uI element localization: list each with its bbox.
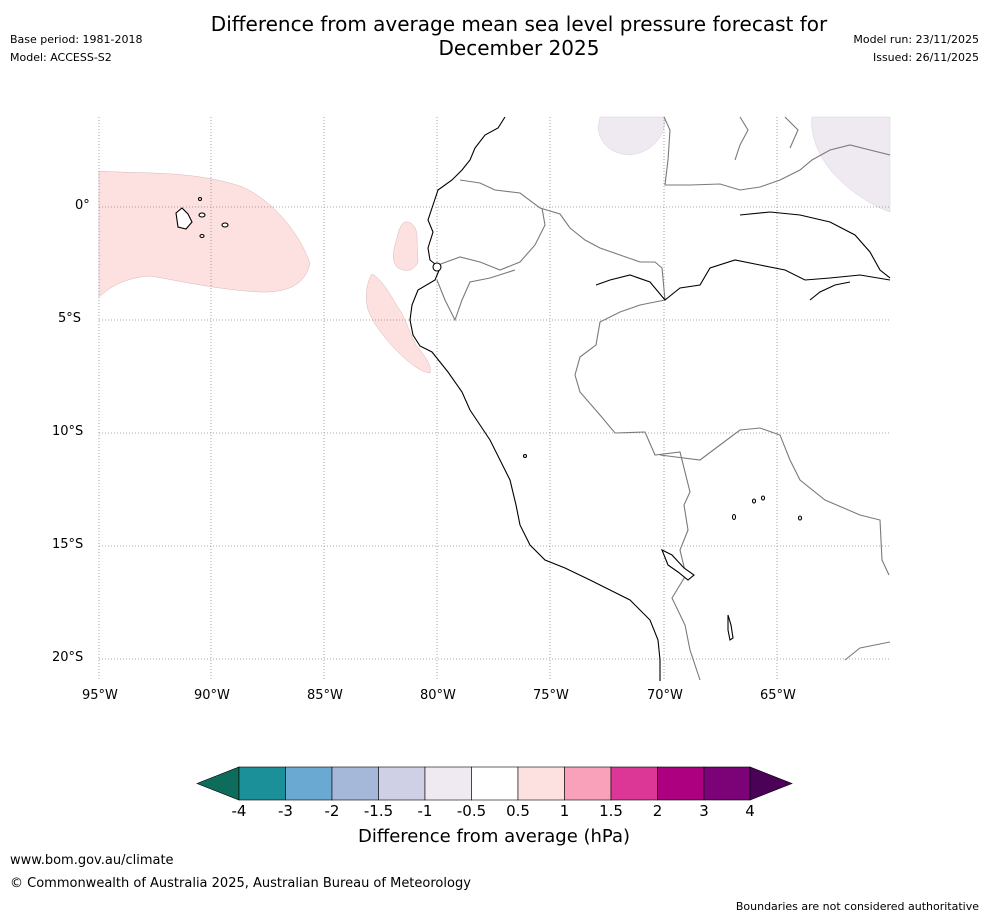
title-line-2: December 2025 (438, 36, 600, 60)
galapagos-island-5 (197, 196, 203, 202)
colorbar-bin (331, 766, 379, 801)
negative-anomaly-area-northeast (811, 116, 891, 213)
colorbar-label: 1 (559, 802, 570, 820)
country-borders (436, 116, 891, 681)
lat-label-5s: 5°S (58, 311, 82, 326)
colorbar-bin (378, 766, 426, 801)
colorbar-bin (238, 766, 286, 801)
lake-5 (522, 453, 528, 459)
anomaly-shading (98, 116, 891, 374)
lon-label-75w: 75°W (533, 688, 569, 703)
lat-label-20s: 20°S (52, 650, 84, 665)
colorbar-label: -1.5 (363, 802, 394, 820)
galapagos-island-2 (198, 212, 206, 218)
positive-anomaly-area-south-coast (366, 273, 431, 374)
colorbar-title: Difference from average (hPa) (357, 826, 631, 847)
lat-label-15s: 15°S (52, 537, 84, 552)
lake-2 (760, 495, 766, 501)
islands-and-lakes (175, 196, 803, 641)
lon-label-70w: 70°W (647, 688, 683, 703)
colorbar-bin (657, 766, 705, 801)
colorbar-label: -2 (324, 802, 340, 820)
page-title: Difference from average mean sea level p… (160, 12, 878, 60)
lon-label-80w: 80°W (420, 688, 456, 703)
galapagos-island-4 (199, 233, 205, 239)
negative-anomaly-area-north (597, 116, 666, 156)
model-name: Model: ACCESS-S2 (10, 51, 112, 64)
website-link[interactable]: www.bom.gov.au/climate (10, 853, 174, 868)
galapagos-island-1 (175, 207, 193, 230)
colorbar-below-min-arrow (196, 766, 240, 801)
graticule (98, 117, 890, 681)
lake-3 (731, 513, 737, 521)
model-run: Model run: 23/11/2025 (853, 33, 979, 46)
lon-label-90w: 90°W (194, 688, 230, 703)
colorbar-label: -0.5 (456, 802, 487, 820)
colorbar-above-max-arrow (749, 766, 793, 801)
colorbar-label: -4 (231, 802, 247, 820)
colorbar-bin (564, 766, 612, 801)
coastlines (409, 116, 891, 681)
colorbar-bin (471, 766, 519, 801)
colorbar-label: 1.5 (599, 802, 623, 820)
colorbar-label: 2 (652, 802, 663, 820)
colorbar-label: 4 (745, 802, 755, 820)
lake-4 (797, 515, 803, 521)
title-line-1: Difference from average mean sea level p… (210, 12, 828, 36)
positive-anomaly-area-galapagos (98, 170, 311, 298)
galapagos-island-3 (221, 222, 229, 228)
colorbar-bin (285, 766, 333, 801)
colorbar-bin (703, 766, 751, 801)
colorbar-label: -3 (278, 802, 293, 820)
colorbar-bin (424, 766, 472, 801)
lon-label-85w: 85°W (307, 688, 343, 703)
lake-1 (751, 498, 757, 504)
copyright: © Commonwealth of Australia 2025, Austra… (10, 876, 471, 891)
gulf-island (432, 262, 442, 272)
issued-date: Issued: 26/11/2025 (872, 51, 979, 64)
colorbar-bin (517, 766, 565, 801)
lat-label-0: 0° (75, 198, 90, 213)
colorbar-label: -1 (417, 802, 433, 820)
lake-titicaca (660, 548, 695, 581)
base-period: Base period: 1981-2018 (10, 33, 143, 46)
colorbar-label: 0.5 (506, 802, 530, 820)
positive-anomaly-area-north-coast (393, 221, 419, 271)
lat-label-10s: 10°S (52, 424, 84, 439)
lon-label-65w: 65°W (760, 688, 796, 703)
disclaimer: Boundaries are not considered authoritat… (735, 900, 979, 913)
colorbar-bin (610, 766, 658, 801)
colorbar-label: 3 (699, 802, 709, 820)
lon-label-95w: 95°W (82, 688, 118, 703)
lake-poopo (727, 614, 734, 641)
